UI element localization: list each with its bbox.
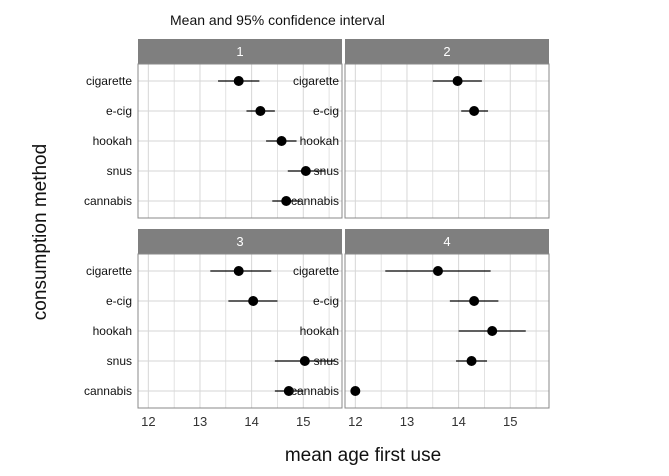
chart-title: Mean and 95% confidence interval xyxy=(170,12,385,28)
x-axis-label: mean age first use xyxy=(285,445,441,466)
facet-strip-label: 4 xyxy=(443,234,450,249)
category-label: cannabis xyxy=(291,384,339,398)
data-point xyxy=(487,326,498,336)
x-tick-label: 12 xyxy=(348,414,362,429)
data-point xyxy=(466,356,477,366)
x-tick-label: 13 xyxy=(193,414,207,429)
data-point xyxy=(233,266,244,276)
data-point xyxy=(452,76,463,86)
category-label: snus xyxy=(107,164,132,178)
facet-strip-label: 3 xyxy=(236,234,243,249)
category-label: cigarette xyxy=(86,74,132,88)
facet-panel-3: 3 cigarette e-cig hookah snus cannabis 12 13 14 1… xyxy=(84,229,343,429)
panel-border xyxy=(344,253,550,409)
category-label: hookah xyxy=(300,134,339,148)
category-label: cigarette xyxy=(293,264,339,278)
facet-panel-4: 4 cigarette e-cig hookah snus cannabis 12 13 14 1… xyxy=(291,229,550,429)
category-label: e-cig xyxy=(106,294,132,308)
category-label: snus xyxy=(314,164,339,178)
data-point xyxy=(350,386,361,396)
facet-strip xyxy=(345,229,549,254)
category-label: cannabis xyxy=(291,194,339,208)
x-tick-label: 14 xyxy=(451,414,465,429)
x-tick-label: 15 xyxy=(503,414,517,429)
x-tick-label: 12 xyxy=(141,414,155,429)
facet-strip-label: 1 xyxy=(236,44,243,59)
data-point xyxy=(276,136,287,146)
category-label: cigarette xyxy=(86,264,132,278)
x-tick-label: 15 xyxy=(296,414,310,429)
facet-panel-1: 1 cigarette e-cig hookah snus cannabis xyxy=(84,39,343,219)
facet-strip xyxy=(138,39,342,64)
category-label: snus xyxy=(107,354,132,368)
x-tick-label: 13 xyxy=(400,414,414,429)
y-axis-label: consumption method xyxy=(30,144,51,320)
category-label: cigarette xyxy=(293,74,339,88)
facet-strip xyxy=(138,229,342,254)
data-point xyxy=(233,76,244,86)
data-point xyxy=(300,166,311,176)
facet-strip-label: 2 xyxy=(443,44,450,59)
category-label: e-cig xyxy=(313,104,339,118)
facet-strip xyxy=(345,39,549,64)
data-point xyxy=(299,356,310,366)
category-label: e-cig xyxy=(313,294,339,308)
category-label: hookah xyxy=(300,324,339,338)
category-label: snus xyxy=(314,354,339,368)
facet-panels: 1 cigarette e-cig hookah snus cannabis 2 cigare… xyxy=(84,39,550,429)
panel-border xyxy=(137,253,343,409)
data-point xyxy=(432,266,443,276)
data-point xyxy=(469,296,480,306)
x-tick-label: 14 xyxy=(244,414,258,429)
category-label: e-cig xyxy=(106,104,132,118)
panel-border xyxy=(137,63,343,219)
data-point xyxy=(248,296,259,306)
data-point xyxy=(255,106,266,116)
data-point xyxy=(281,196,292,206)
data-point xyxy=(469,106,480,116)
panel-border xyxy=(344,63,550,219)
category-label: hookah xyxy=(93,134,132,148)
facet-panel-2: 2 cigarette e-cig hookah snus cannabis xyxy=(291,39,550,219)
category-label: cannabis xyxy=(84,194,132,208)
data-point xyxy=(283,386,294,396)
category-label: hookah xyxy=(93,324,132,338)
category-label: cannabis xyxy=(84,384,132,398)
